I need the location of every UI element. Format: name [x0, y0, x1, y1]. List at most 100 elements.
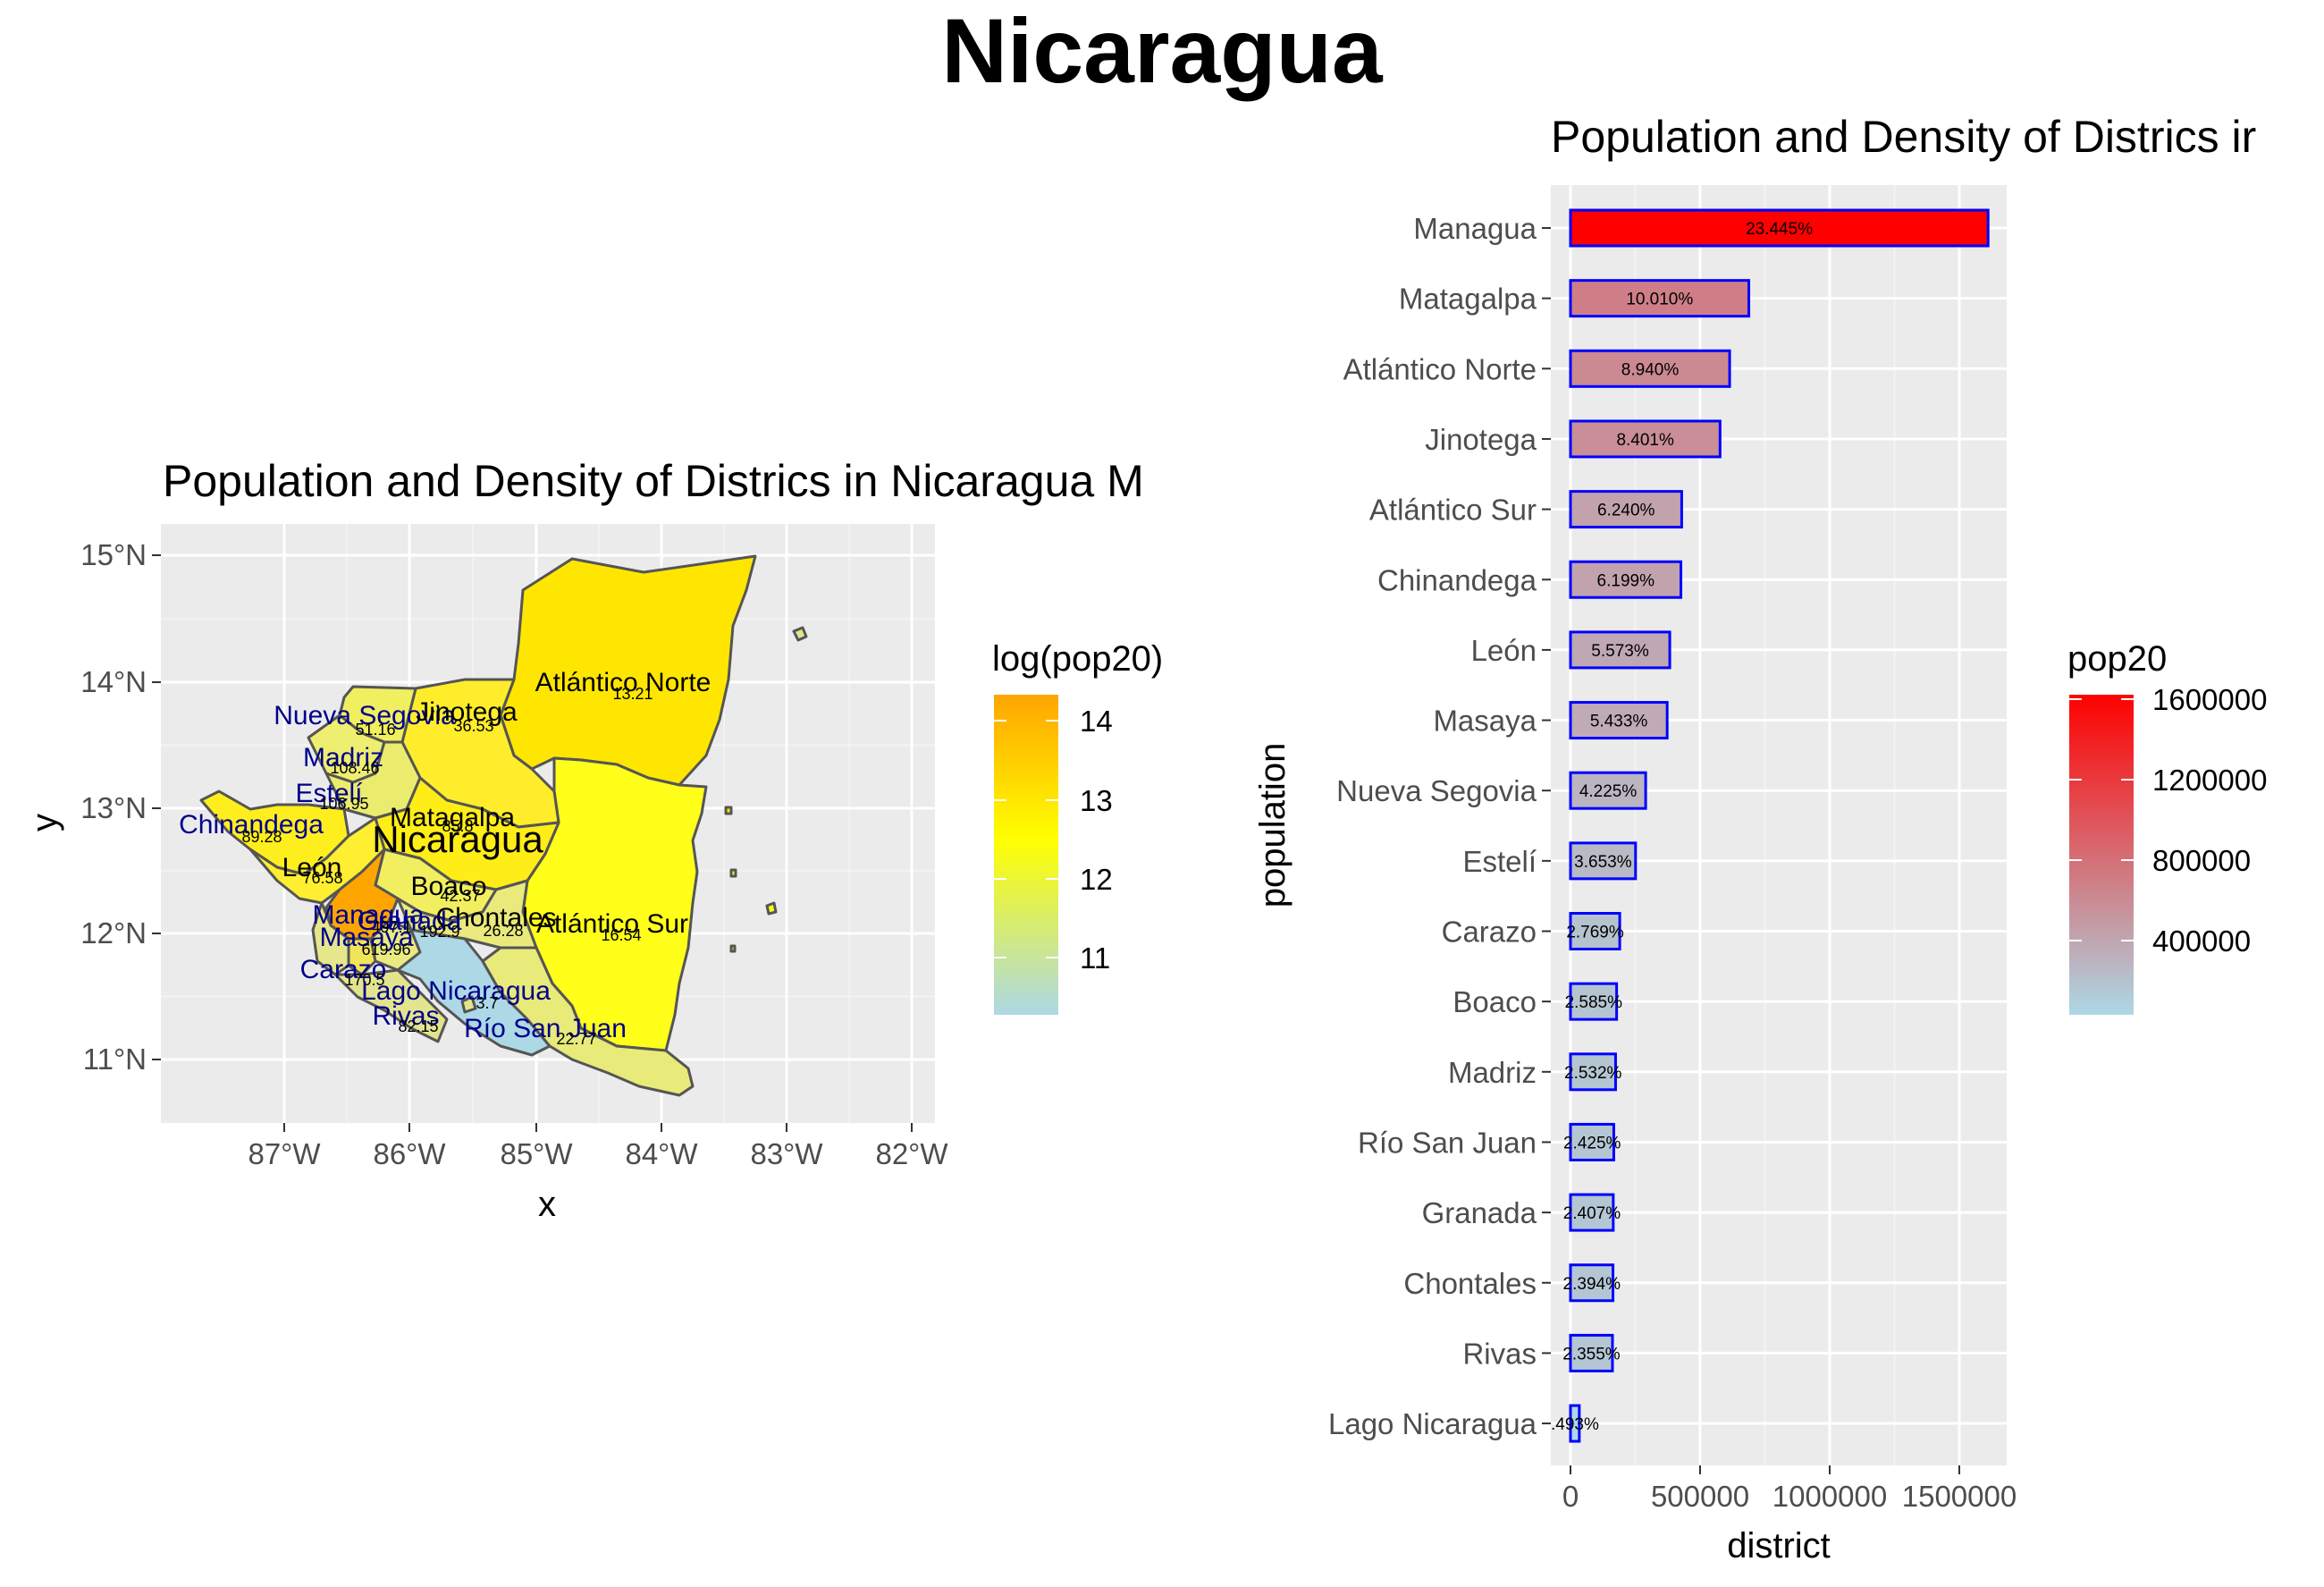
- map-districts: [199, 554, 808, 1097]
- map-density-lago-nicaragua: 3.7: [476, 994, 498, 1012]
- map-x-tick-label: 84°W: [625, 1137, 698, 1170]
- bar-category-label: Managua: [1413, 212, 1537, 245]
- bar: [1569, 630, 1671, 670]
- bar-value-label: 6.240%: [1597, 502, 1655, 520]
- bar-value-label: 10.010%: [1626, 291, 1693, 309]
- map-density-boaco: 42.37: [440, 887, 480, 905]
- bar-category-label: Masaya: [1433, 705, 1537, 738]
- map-legend-ticks: 14 13 12 11: [994, 705, 1113, 975]
- bar: [1569, 1052, 1617, 1092]
- map-legend-label: 11: [1080, 941, 1110, 975]
- bar-x-tick-label: 0: [1562, 1480, 1579, 1513]
- island-small-c: [765, 901, 778, 916]
- map-y-tick-label: 14°N: [80, 665, 147, 698]
- bar-value-label: 6.199%: [1597, 571, 1655, 590]
- map-y-tick-label: 13°N: [80, 791, 147, 824]
- bar-category-label: Chontales: [1403, 1267, 1537, 1300]
- map-density-rio-san-juan: 22.77: [556, 1030, 596, 1048]
- map-density-rivas: 82.15: [398, 1017, 438, 1035]
- bar-x-tick-label: 1500000: [1902, 1480, 2017, 1513]
- bar-category-label: Madriz: [1448, 1056, 1537, 1089]
- bar-value-label: 2.769%: [1566, 924, 1624, 942]
- map-label-esteli: Estelí: [295, 779, 363, 808]
- map-x-tick-label: 82°W: [875, 1137, 948, 1170]
- district-shape-rio-san-juan: [481, 946, 695, 1097]
- bar-value-label: 4.225%: [1579, 782, 1638, 801]
- bar-value-label: .493%: [1551, 1415, 1599, 1434]
- map-label-masaya: Masaya: [319, 923, 413, 952]
- bar-category-label: Río San Juan: [1358, 1126, 1537, 1159]
- map-density-chinandega: 89.28: [241, 828, 282, 846]
- bar-category-label: Granada: [1422, 1196, 1537, 1229]
- bar-panel: Population and Density of Districs ir 23…: [1253, 112, 2267, 1566]
- map-density-atlantico-norte: 13.21: [612, 685, 653, 703]
- map-title: Population and Density of Districs in Ni…: [163, 456, 1144, 506]
- bar: [1569, 349, 1731, 388]
- bar-legend-ticks: 1600000 1200000 800000 400000: [2069, 683, 2267, 958]
- map-x-tick-label: 86°W: [373, 1137, 446, 1170]
- map-label-atlantico-sur: Atlántico Sur: [536, 909, 688, 939]
- bar-x-tick-label: 500000: [1651, 1480, 1749, 1513]
- bar-legend-colorbar: [2069, 695, 2134, 1015]
- bar-plot-background: [1551, 185, 2007, 1465]
- map-density-managua: 497.1: [371, 918, 411, 936]
- map-legend-colorbar: [994, 695, 1058, 1015]
- bar-category-label: Rivas: [1462, 1337, 1537, 1370]
- bar-value-label: 2.394%: [1563, 1275, 1621, 1294]
- island-small-a: [724, 806, 733, 815]
- map-x-tick-label: 83°W: [750, 1137, 823, 1170]
- map-label-rio-san-juan: Río San Juan: [464, 1014, 627, 1043]
- bar-category-label: León: [1471, 634, 1537, 667]
- bar-category-label: Boaco: [1452, 985, 1537, 1018]
- map-axes: 87°W 86°W 85°W 84°W 83°W 82°W 11°N 12°N 13°N 14°N…: [80, 538, 948, 1170]
- map-country-label: Nicaragua: [372, 818, 543, 860]
- map-x-tick-label: 85°W: [500, 1137, 573, 1170]
- map-label-chinandega: Chinandega: [179, 810, 324, 840]
- map-x-tick-label: 87°W: [248, 1137, 321, 1170]
- bar-value-label: 8.940%: [1621, 360, 1680, 379]
- bar-x-tick-label: 1000000: [1772, 1480, 1887, 1513]
- bar-legend-title: pop20: [2067, 639, 2167, 679]
- bar: [1569, 912, 1621, 950]
- bar: [1569, 208, 1990, 248]
- bar: [1569, 771, 1647, 810]
- bar-value-label: 8.401%: [1616, 431, 1674, 450]
- bar-axes: 0 500000 1000000 1500000 Managua Matagalpa Atl…: [1328, 212, 2017, 1513]
- bar: [1569, 419, 1722, 459]
- bar: [1569, 982, 1619, 1021]
- bar: [1569, 490, 1683, 529]
- bar-value-label: 2.532%: [1564, 1064, 1622, 1083]
- map-panel: Population and Density of Districs in Ni…: [25, 456, 1163, 1224]
- bar-value-label: 2.425%: [1563, 1134, 1621, 1152]
- map-label-jinotega: Jinotega: [416, 697, 518, 727]
- bar: [1569, 1193, 1615, 1232]
- map-density-leon: 76.58: [302, 869, 342, 887]
- map-density-atlantico-sur: 16.54: [601, 926, 641, 944]
- bar-category-label: Atlántico Norte: [1343, 352, 1537, 385]
- map-x-axis-title: x: [538, 1185, 556, 1224]
- bar-legend-label: 400000: [2152, 924, 2251, 958]
- island-small-d: [729, 944, 737, 953]
- map-y-tick-label: 12°N: [80, 916, 147, 950]
- map-density-jinotega: 36.53: [453, 717, 493, 735]
- map-label-rivas: Rivas: [372, 1001, 439, 1031]
- map-label-matagalpa: Matagalpa: [390, 803, 515, 832]
- map-density-masaya: 619.96: [361, 941, 410, 958]
- map-legend-label: 14: [1080, 705, 1113, 738]
- bar-category-label: Jinotega: [1425, 423, 1537, 456]
- map-density-madriz: 108.46: [330, 759, 379, 777]
- bar: [1569, 279, 1751, 318]
- bar-value-label: 2.355%: [1562, 1345, 1621, 1363]
- map-label-carazo: Carazo: [300, 955, 387, 984]
- map-y-axis-title: y: [25, 814, 64, 831]
- map-density-granada: 192.9: [419, 923, 459, 941]
- map-label-atlantico-norte: Atlántico Norte: [535, 668, 712, 697]
- island-ometepe: [460, 995, 477, 1014]
- bar-x-axis-title: district: [1727, 1526, 1831, 1566]
- map-label-nueva-segovia: Nueva Segovia: [274, 701, 456, 730]
- bar-y-axis-title: population: [1253, 743, 1293, 908]
- map-density-nueva-segovia: 51.16: [355, 721, 395, 739]
- bar-value-label: 5.573%: [1591, 642, 1649, 661]
- bar: [1569, 1263, 1615, 1303]
